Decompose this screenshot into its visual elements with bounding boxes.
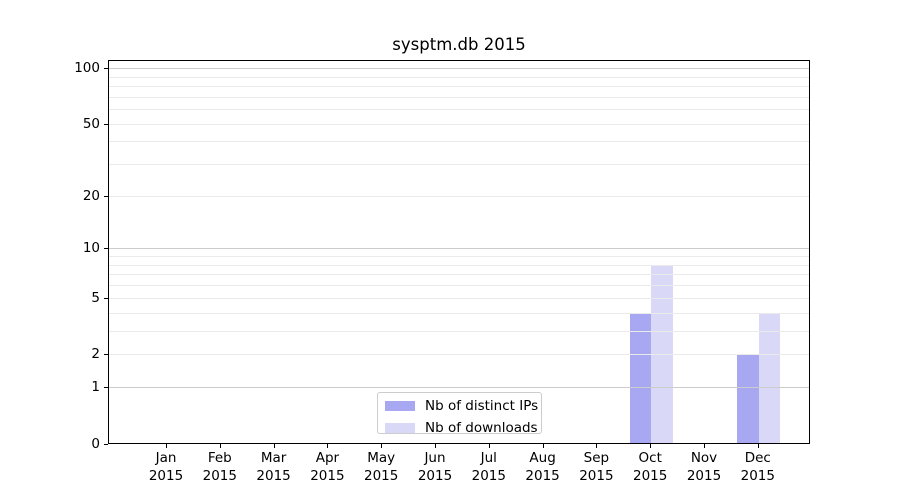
y-tick-0 [104, 443, 108, 445]
y-tick-label-10: 10 [82, 240, 100, 257]
gridline-y-60 [109, 109, 809, 111]
x-tick-feb [219, 444, 221, 448]
x-label-year: 2015 [202, 467, 237, 484]
x-label-year: 2015 [417, 467, 453, 484]
bar-nb-of-downloads-dec [758, 312, 781, 444]
gridline-y-8 [109, 264, 809, 266]
gridline-y-50 [109, 123, 809, 125]
x-label-year: 2015 [633, 467, 668, 484]
x-tick-label-apr: Apr 2015 [297, 450, 357, 485]
x-tick-label-aug: Aug 2015 [513, 450, 573, 485]
x-label-month: Feb [207, 450, 232, 466]
gridline-y-4 [109, 312, 809, 314]
y-tick-label-20: 20 [82, 187, 100, 204]
y-tick-label-50: 50 [82, 115, 100, 132]
plot-area [108, 60, 810, 444]
grid-layer [109, 61, 809, 443]
x-tick-label-may: May 2015 [351, 450, 411, 485]
legend-label-nb-of-distinct-ips: Nb of distinct IPs [425, 398, 539, 414]
x-tick-aug [542, 444, 544, 448]
gridline-y-40 [109, 141, 809, 143]
x-label-year: 2015 [364, 467, 399, 484]
x-tick-label-oct: Oct 2015 [620, 450, 680, 485]
x-label-month: Dec [744, 450, 771, 466]
gridline-y-20 [109, 195, 809, 197]
x-label-month: Oct [638, 450, 662, 466]
chart-title: sysptm.db 2015 [392, 35, 526, 54]
x-label-month: Jun [424, 450, 446, 466]
y-tick-label-1: 1 [91, 379, 100, 396]
gridline-y-10 [109, 248, 809, 250]
x-label-year: 2015 [579, 467, 614, 484]
y-tick-1 [104, 387, 108, 389]
y-tick-label-5: 5 [91, 289, 100, 306]
legend: Nb of distinct IPs Nb of downloads [377, 392, 542, 435]
gridline-y-3 [109, 330, 809, 332]
x-tick-nov [704, 444, 705, 448]
legend-row-nb-of-downloads: Nb of downloads [385, 421, 541, 435]
x-label-month: Apr [315, 450, 340, 466]
x-label-month: Mar [260, 450, 287, 466]
legend-row-nb-of-distinct-ips: Nb of distinct IPs [385, 399, 541, 413]
x-label-year: 2015 [740, 467, 775, 484]
bar-nb-of-distinct-ips-oct [629, 312, 652, 444]
bars-layer [109, 61, 809, 444]
gridline-y-7 [109, 274, 809, 276]
x-label-year: 2015 [256, 467, 291, 484]
bar-nb-of-distinct-ips-dec [737, 354, 759, 444]
x-tick-may [381, 444, 383, 448]
x-label-month: Jul [480, 450, 497, 466]
gridline-y-100 [109, 68, 809, 70]
y-tick-label-2: 2 [91, 346, 100, 363]
y-tick-10 [104, 248, 108, 250]
x-tick-jan [166, 444, 167, 448]
x-label-year: 2015 [310, 467, 345, 484]
x-label-month: Nov [690, 450, 718, 466]
gridline-y-2 [109, 354, 809, 356]
y-tick-50 [104, 123, 108, 125]
x-tick-jun [435, 444, 436, 448]
x-tick-label-sep: Sep 2015 [566, 450, 626, 485]
gridline-y-30 [109, 164, 809, 166]
legend-swatch-nb-of-downloads [385, 423, 415, 433]
x-label-year: 2015 [148, 467, 184, 484]
y-tick-label-100: 100 [74, 60, 100, 77]
x-tick-label-nov: Nov 2015 [674, 450, 734, 485]
x-label-year: 2015 [525, 467, 560, 484]
x-tick-label-mar: Mar 2015 [244, 450, 304, 485]
gridline-y-90 [109, 76, 809, 78]
gridline-y-9 [109, 256, 809, 258]
y-tick-100 [104, 68, 108, 70]
x-label-year: 2015 [686, 467, 722, 484]
gridline-y-80 [109, 86, 809, 87]
x-tick-label-jun: Jun 2015 [405, 450, 465, 485]
gridline-y-5 [109, 297, 809, 299]
x-tick-label-jul: Jul 2015 [459, 450, 519, 485]
legend-swatch-nb-of-distinct-ips [385, 401, 415, 411]
x-tick-sep [596, 444, 598, 448]
x-label-month: Jan [155, 450, 177, 466]
x-tick-dec [757, 444, 759, 448]
y-tick-5 [104, 297, 108, 299]
x-tick-apr [327, 444, 329, 448]
y-tick-label-0: 0 [91, 435, 100, 452]
x-label-month: Aug [529, 450, 556, 466]
x-label-month: May [367, 450, 396, 466]
x-tick-label-feb: Feb 2015 [190, 450, 250, 485]
x-tick-jul [488, 444, 490, 448]
gridline-y-70 [109, 96, 809, 98]
gridline-y-1 [109, 387, 809, 389]
x-label-month: Sep [583, 450, 610, 466]
x-tick-oct [650, 444, 652, 448]
x-tick-label-jan: Jan 2015 [136, 450, 196, 485]
x-label-year: 2015 [471, 467, 506, 484]
x-tick-mar [273, 444, 275, 448]
x-tick-label-dec: Dec 2015 [728, 450, 788, 485]
y-tick-2 [104, 354, 108, 356]
y-tick-20 [104, 195, 108, 197]
legend-label-nb-of-downloads: Nb of downloads [425, 420, 538, 436]
gridline-y-6 [109, 285, 809, 287]
